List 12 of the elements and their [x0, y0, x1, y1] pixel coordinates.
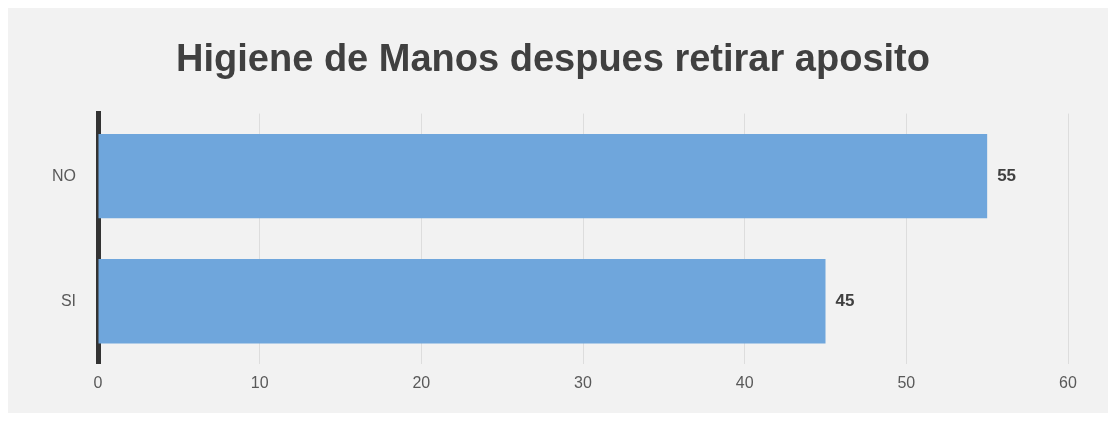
x-tick-label: 50 [897, 373, 916, 391]
x-tick-label: 30 [574, 373, 592, 391]
data-label: 55 [997, 165, 1017, 185]
x-tick-label: 20 [412, 373, 431, 391]
x-tick-label: 60 [1059, 373, 1077, 391]
x-tick-label: 0 [93, 373, 103, 391]
chart-title: Higiene de Manos despues retirar aposito [176, 37, 930, 80]
x-tick-label: 40 [735, 373, 754, 391]
data-label: 45 [835, 290, 855, 310]
x-tick-label: 10 [250, 373, 269, 391]
y-tick-label: NO [52, 166, 76, 184]
y-tick-label: SI [60, 291, 76, 309]
